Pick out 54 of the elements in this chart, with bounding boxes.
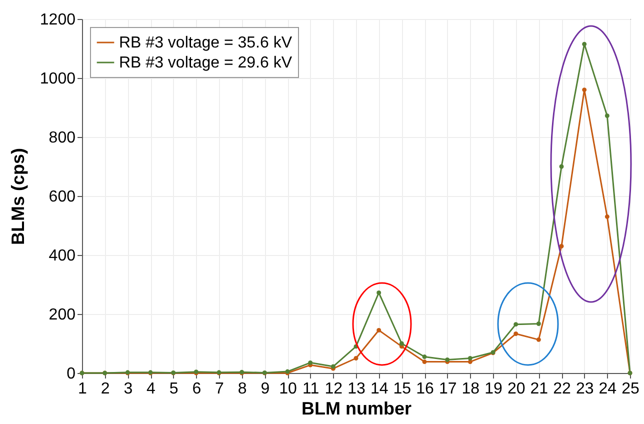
x-tick-label: 13 xyxy=(348,380,366,398)
y-axis-title: BLMs (cps) xyxy=(8,148,28,246)
y-tick-label: 800 xyxy=(48,130,76,146)
y-tick-label: 1200 xyxy=(40,12,76,28)
x-tick-label: 22 xyxy=(553,380,571,398)
x-tick-label: 10 xyxy=(279,380,297,398)
point xyxy=(445,357,450,362)
x-tick-label: 14 xyxy=(370,380,388,398)
point xyxy=(536,322,541,326)
point xyxy=(422,354,427,360)
x-tick-label: 9 xyxy=(260,380,270,398)
point xyxy=(468,356,472,360)
x-tick-label: 16 xyxy=(416,380,434,398)
x-tick-label: 23 xyxy=(576,380,594,398)
x-tick-label: 3 xyxy=(124,380,133,398)
point xyxy=(514,322,518,327)
point xyxy=(422,360,427,364)
x-tick-label: 4 xyxy=(146,380,156,398)
point xyxy=(354,356,358,360)
y-tick-label: 0 xyxy=(66,366,76,382)
point xyxy=(559,164,564,169)
x-tick-label: 7 xyxy=(215,380,224,398)
x-tick-label: 5 xyxy=(169,380,178,398)
point xyxy=(399,341,404,346)
y-tick-label: 200 xyxy=(48,306,76,324)
x-tick-label: 12 xyxy=(324,380,343,398)
point xyxy=(582,88,587,92)
y-tick-label: 1000 xyxy=(40,70,76,88)
point xyxy=(376,290,382,295)
x-tick-label: 20 xyxy=(507,380,526,398)
legend-label: RB #3 voltage = 29.6 kV xyxy=(119,54,292,72)
x-tick-label: 17 xyxy=(438,380,457,398)
x-tick-label: 25 xyxy=(622,380,640,398)
x-tick-label: 24 xyxy=(598,380,617,398)
x-tick-label: 2 xyxy=(100,380,110,398)
x-tick-label: 15 xyxy=(393,380,412,398)
x-axis-title: BLM number xyxy=(302,398,412,418)
point xyxy=(514,332,518,336)
y-tick-label: 600 xyxy=(48,188,76,206)
point xyxy=(376,328,382,332)
x-tick-label: 21 xyxy=(530,380,548,398)
legend-label: RB #3 voltage = 35.6 kV xyxy=(119,34,292,52)
x-tick-label: 6 xyxy=(192,380,202,398)
point xyxy=(604,214,610,219)
x-tick-label: 18 xyxy=(462,380,480,398)
x-tick-label: 11 xyxy=(302,380,320,398)
y-tick-label: 400 xyxy=(48,248,76,264)
point xyxy=(582,42,587,46)
x-tick-label: 19 xyxy=(484,380,502,398)
x-tick-label: 8 xyxy=(238,380,247,398)
point xyxy=(604,114,610,118)
point xyxy=(536,337,541,342)
x-tick-label: 1 xyxy=(78,380,88,398)
point xyxy=(308,360,313,365)
